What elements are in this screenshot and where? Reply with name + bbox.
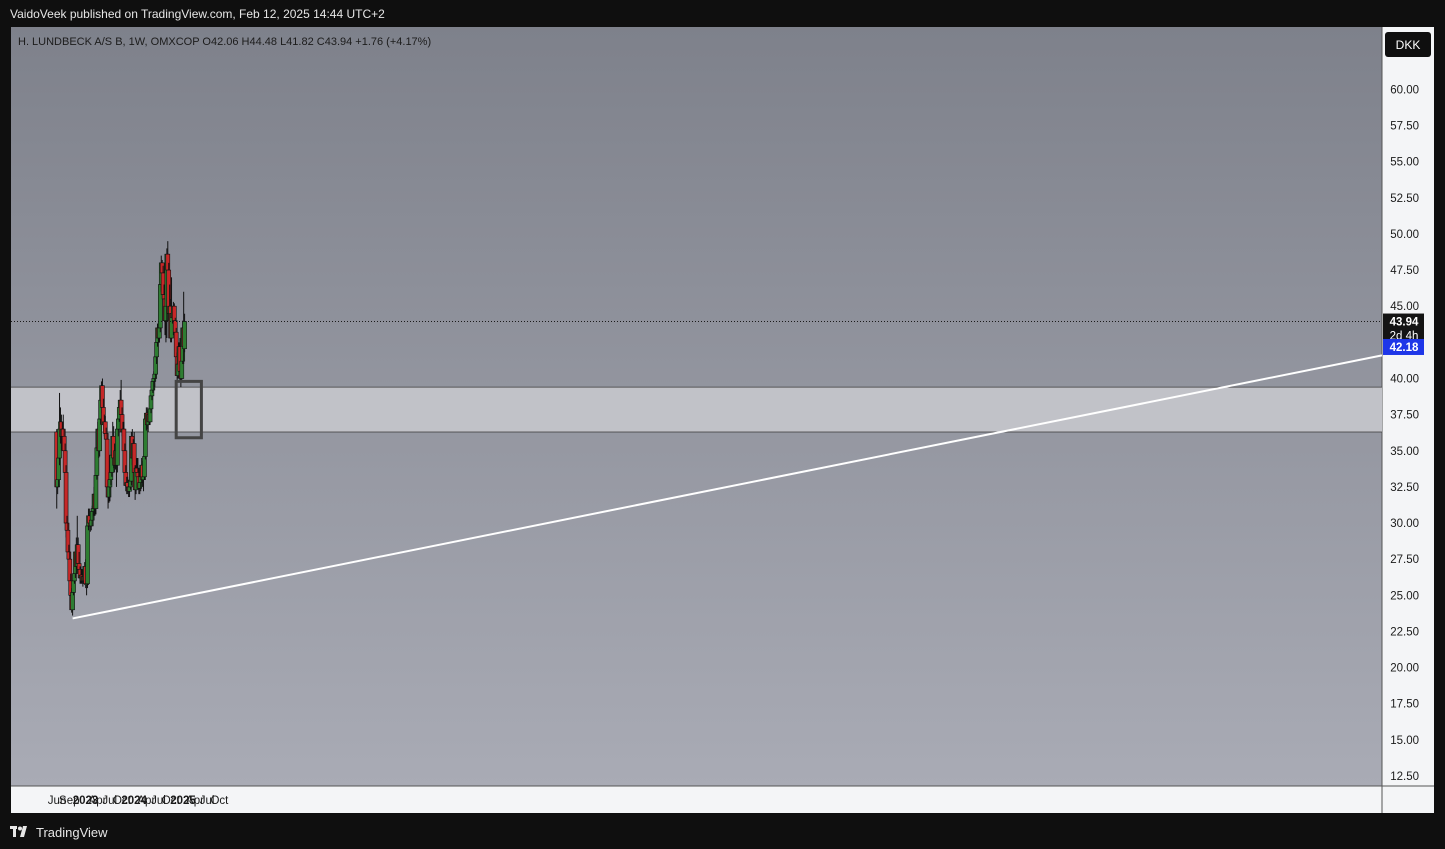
- time-tick-label: Apr: [89, 795, 107, 807]
- time-tick-label: Jul: [200, 795, 215, 807]
- price-tick-label: 20.00: [1390, 663, 1419, 675]
- price-tick-label: 25.00: [1390, 590, 1419, 602]
- price-tick-label: 47.50: [1390, 265, 1419, 277]
- time-tick-label: 2025: [170, 795, 196, 807]
- time-tick-label: 2023: [73, 795, 99, 807]
- price-tick-label: 35.00: [1390, 446, 1419, 458]
- candle-body: [142, 456, 147, 478]
- price-axis-background: [1382, 27, 1434, 786]
- price-tick-label: 32.50: [1390, 482, 1419, 494]
- time-tick-label: Jul: [102, 795, 117, 807]
- time-tick-label: 2024: [121, 795, 147, 807]
- time-tick-label: Apr: [137, 795, 155, 807]
- candle[interactable]: [182, 313, 187, 353]
- publisher-bar: VaidoVeek published on TradingView.com, …: [0, 0, 1445, 27]
- time-tick-label: Oct: [113, 795, 132, 807]
- highlight-box[interactable]: [174, 379, 203, 440]
- candle[interactable]: [85, 523, 90, 589]
- price-tick-label: 37.50: [1390, 410, 1419, 422]
- candle-body: [182, 321, 187, 350]
- time-tick-label: Sep: [59, 795, 79, 807]
- last-price-tag: 43.94 2d 4h: [1383, 313, 1424, 344]
- publisher-text: VaidoVeek published on TradingView.com, …: [10, 7, 385, 21]
- candle-body: [85, 525, 90, 585]
- time-tick-label: Oct: [210, 795, 229, 807]
- price-tick-label: 12.50: [1390, 771, 1419, 783]
- price-tick-label: 45.00: [1390, 301, 1419, 313]
- support-zone: [11, 387, 1382, 432]
- price-tick-label: 27.50: [1390, 554, 1419, 566]
- tradingview-brand: TradingView: [36, 824, 108, 840]
- price-tick-label: 55.00: [1390, 157, 1419, 169]
- time-axis-background: [11, 786, 1434, 813]
- candle-body: [63, 472, 69, 524]
- ma-price-tag: 42.18: [1383, 338, 1424, 355]
- candle-body: [93, 475, 99, 509]
- last-price-value: 43.94: [1390, 317, 1419, 329]
- price-tick-label: 15.00: [1390, 735, 1419, 747]
- price-tick-label: 60.00: [1390, 84, 1419, 96]
- tradingview-logo-icon: [10, 826, 27, 837]
- price-tick-label: 50.00: [1390, 229, 1419, 241]
- price-tick-label: 52.50: [1390, 193, 1419, 205]
- time-tick-label: Apr: [186, 795, 204, 807]
- tradingview-logo[interactable]: TradingView: [10, 823, 108, 841]
- price-tick-label: 22.50: [1390, 626, 1419, 638]
- price-tick-label: 57.50: [1390, 121, 1419, 133]
- price-tick-label: 30.00: [1390, 518, 1419, 530]
- ma-value: 42.18: [1390, 342, 1419, 354]
- time-tick-label: Oct: [162, 795, 181, 807]
- price-tick-label: 40.00: [1390, 373, 1419, 385]
- time-tick-label: Jun: [48, 795, 67, 807]
- currency-button[interactable]: DKK: [1385, 32, 1431, 57]
- chart-legend: H. LUNDBECK A/S B, 1W, OMXCOP O42.06 H44…: [18, 36, 431, 48]
- time-tick-label: Jul: [151, 795, 166, 807]
- currency-label: DKK: [1396, 38, 1421, 52]
- price-tick-label: 17.50: [1390, 699, 1419, 711]
- trendline[interactable]: [72, 354, 1383, 620]
